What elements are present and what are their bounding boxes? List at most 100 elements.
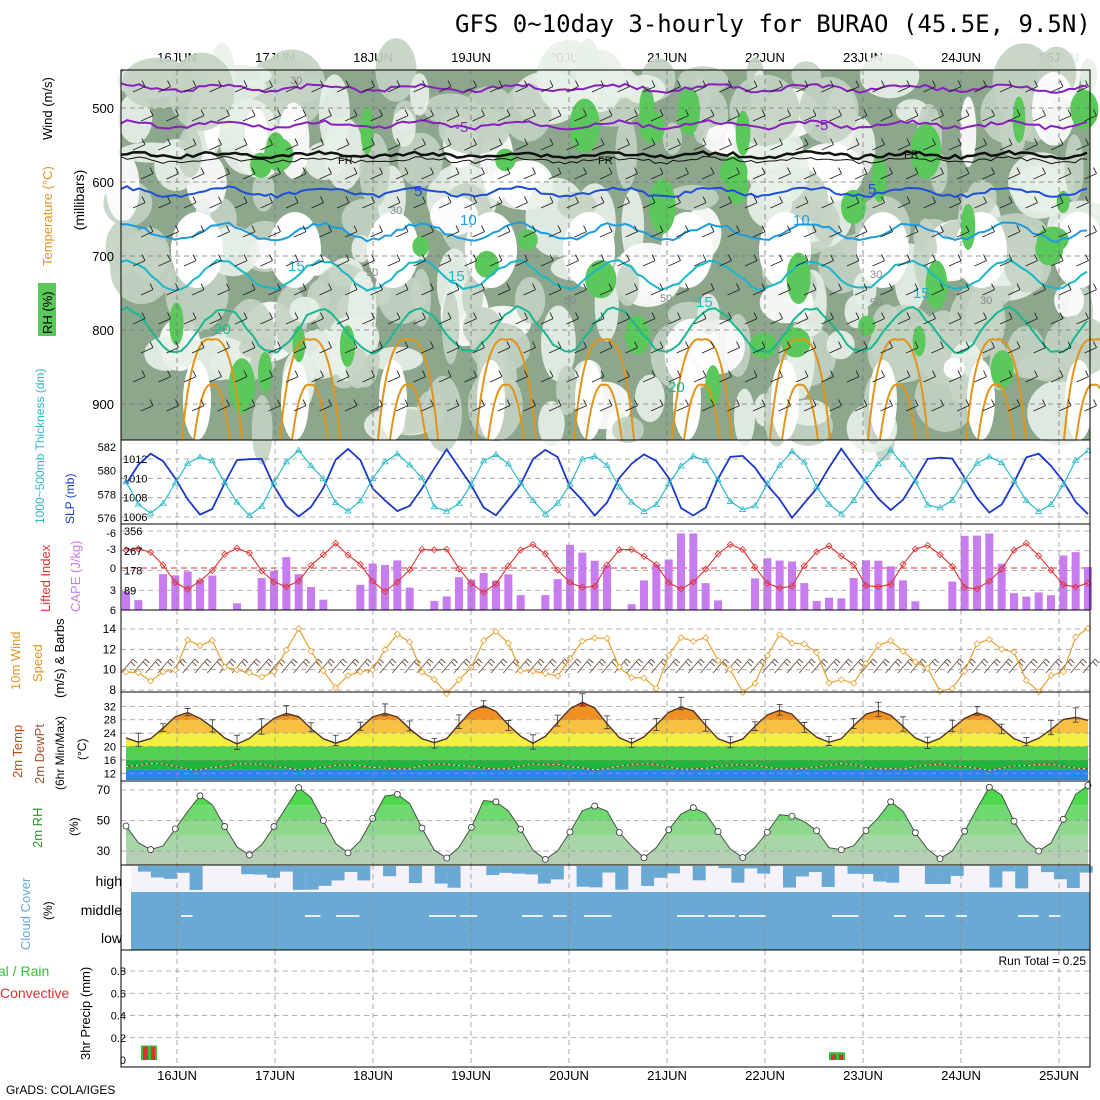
- rh-band: [126, 790, 1088, 806]
- wind-speed-marker: [751, 679, 759, 688]
- wind-barb-10m: [626, 658, 643, 674]
- panel-frame: [120, 609, 1091, 693]
- wind-barb: [897, 80, 911, 93]
- wind-barb: [370, 399, 383, 412]
- wind-barb: [438, 312, 452, 325]
- wind-speed-marker: [554, 672, 562, 680]
- cloud-high-bar: [150, 866, 164, 878]
- wind-barb: [701, 167, 715, 180]
- wind-barb-10m: [934, 658, 952, 674]
- wind-barb: [209, 312, 222, 325]
- cape-bar: [689, 533, 698, 610]
- cloud-high-bar: [808, 866, 822, 873]
- wind-barb: [472, 225, 485, 238]
- rh-moist-patch: [585, 259, 617, 299]
- wind-barb: [1033, 341, 1046, 354]
- wind-barb: [752, 167, 766, 180]
- lifted-index-marker: [702, 565, 710, 573]
- lifted-index-marker: [356, 560, 364, 568]
- minmax-bar: [653, 717, 660, 732]
- cloud-high-bar: [924, 866, 938, 885]
- wind-barb: [829, 341, 842, 354]
- contour-label-rh30: 30: [290, 75, 302, 87]
- wind-speed-marker: [887, 637, 895, 645]
- wind-barb: [311, 312, 324, 325]
- thickness-marker: [344, 507, 352, 514]
- wind-barb-10m: [885, 658, 902, 674]
- wind-barb: [285, 370, 299, 383]
- minmax-bar: [678, 696, 684, 711]
- cloud-high-bar: [499, 866, 513, 873]
- rh-patch: [799, 76, 859, 144]
- cape-bar: [307, 586, 315, 610]
- wind-barb: [268, 399, 281, 412]
- date-label-bottom: 21JUN: [647, 1068, 687, 1083]
- cloud-high-bar: [757, 866, 771, 874]
- rh-legend-label: RH (%): [40, 291, 55, 334]
- wind-tick-label: 10: [103, 663, 117, 677]
- thickness-marker: [837, 510, 846, 517]
- cape-bar: [319, 599, 328, 610]
- contour-label-20: 20: [668, 379, 685, 396]
- wind-barb: [591, 254, 605, 267]
- wind-barb: [548, 225, 562, 238]
- temp-contour-minus5: [120, 119, 1088, 131]
- wind-barb: [489, 80, 503, 93]
- wind-barb: [744, 80, 758, 93]
- wind-barb: [999, 138, 1013, 151]
- thickness-marker: [886, 446, 895, 453]
- thickness-marker: [257, 502, 266, 509]
- cape-bar: [1071, 552, 1080, 610]
- wind-barb: [242, 109, 256, 122]
- wind-barb: [234, 370, 248, 383]
- wind-barb: [999, 370, 1013, 383]
- minmax-bar: [752, 721, 758, 731]
- wind-barb: [217, 283, 230, 296]
- wind-speed-marker: [850, 679, 858, 687]
- wind-barb: [1033, 167, 1046, 180]
- wind-speed-marker: [1072, 633, 1080, 641]
- wind-speed-marker: [196, 642, 204, 650]
- minmax-bar: [554, 714, 561, 727]
- wind-barb: [472, 167, 485, 180]
- wind-barb: [770, 196, 783, 209]
- wind-barb-10m: [712, 658, 730, 674]
- thickness-marker: [159, 499, 167, 506]
- wind-barb: [617, 80, 630, 93]
- cape-bar: [899, 580, 907, 610]
- cape-bar: [122, 591, 130, 610]
- wind-barb: [438, 196, 452, 209]
- lifted-index-marker: [270, 578, 278, 586]
- rh-moist-patch: [474, 250, 499, 278]
- lifted-index-marker: [751, 563, 759, 571]
- slp-tick-label: 1010: [123, 473, 147, 485]
- wind-barb: [676, 341, 689, 354]
- cloud-high-bar: [408, 866, 422, 884]
- temp-contour-30: [1075, 383, 1100, 441]
- thickness-marker: [418, 474, 426, 481]
- wind-barb: [311, 196, 324, 209]
- wind-barb: [140, 341, 154, 354]
- wind-barb: [523, 167, 536, 180]
- wind-barb-10m: [120, 658, 138, 674]
- freezing-level-line: [120, 155, 1088, 165]
- wind-barb: [642, 312, 656, 325]
- wind-barb: [260, 80, 273, 93]
- cloud-high-bar: [189, 866, 203, 890]
- rh-moist-patch: [360, 106, 374, 155]
- rh-moist-patch: [169, 302, 184, 346]
- wind-barb: [344, 225, 358, 238]
- wind-barb: [132, 80, 146, 93]
- wind-barb: [854, 225, 868, 238]
- thickness-marker: [356, 497, 365, 504]
- wind-barb: [242, 399, 256, 412]
- temp-contour-5: [120, 185, 1088, 199]
- rh2m-marker: [763, 828, 771, 836]
- temp-tick-label: 24: [104, 728, 116, 740]
- rh-patch: [611, 416, 644, 444]
- wind-barb: [319, 283, 332, 296]
- wind-barb: [872, 80, 885, 93]
- wind-barb-10m: [441, 658, 458, 674]
- wind-barb: [234, 196, 248, 209]
- wind-barb: [183, 312, 197, 325]
